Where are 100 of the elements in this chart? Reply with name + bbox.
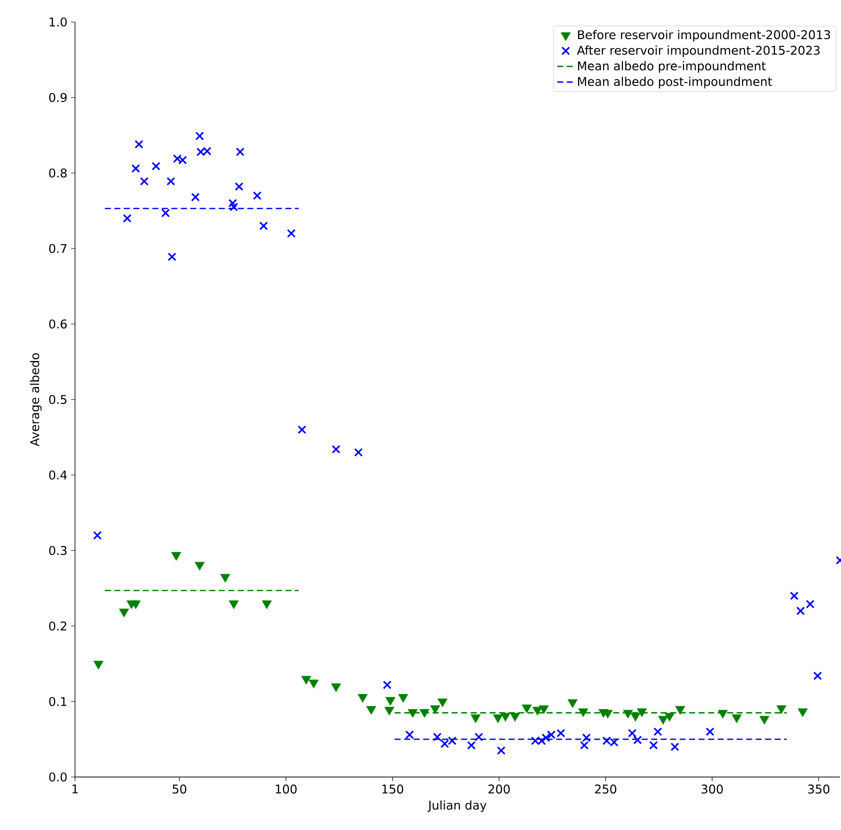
point <box>493 714 503 724</box>
point <box>496 746 506 755</box>
point <box>578 708 588 718</box>
y-tick-label: 0.6 <box>49 319 67 329</box>
point <box>398 694 408 703</box>
point <box>358 694 368 703</box>
point <box>649 740 658 750</box>
point <box>633 736 642 744</box>
point <box>161 208 170 218</box>
point <box>152 162 160 171</box>
point <box>582 733 591 742</box>
point <box>568 699 578 708</box>
point <box>718 710 728 719</box>
point <box>522 704 532 714</box>
point <box>195 132 204 140</box>
point <box>538 705 549 714</box>
x-tick-label: 250 <box>595 784 616 794</box>
y-tick-label: 0.4 <box>49 470 67 480</box>
point <box>510 712 520 722</box>
y-tick-label: 0.2 <box>49 621 66 631</box>
point <box>301 676 312 685</box>
point <box>790 591 799 600</box>
point <box>171 552 182 561</box>
point <box>259 222 268 230</box>
point <box>532 706 542 716</box>
point <box>229 202 238 212</box>
point <box>331 683 342 692</box>
point <box>168 252 176 262</box>
point <box>806 600 815 608</box>
point <box>228 600 239 610</box>
point <box>467 740 476 750</box>
y-axis-title: Average albedo <box>30 353 42 446</box>
point <box>262 600 272 610</box>
point <box>732 714 742 724</box>
point <box>470 714 481 724</box>
point <box>658 716 668 725</box>
point <box>706 727 714 736</box>
point <box>664 712 674 722</box>
point <box>636 708 647 718</box>
point <box>384 706 394 716</box>
legend-label: Mean albedo post-impoundment <box>578 76 772 88</box>
x-tick-label: 200 <box>488 784 510 794</box>
x-tick-label: 100 <box>276 784 297 794</box>
y-tick-label: 0.7 <box>49 244 66 254</box>
point <box>93 660 104 670</box>
point <box>776 705 786 714</box>
y-tick-label: 1.0 <box>50 17 67 27</box>
x-axis-title: Julian day <box>428 800 486 812</box>
legend-label: Mean albedo pre-impoundment <box>578 61 766 73</box>
point <box>332 444 340 454</box>
point <box>220 574 230 583</box>
point <box>119 608 129 618</box>
point <box>354 448 363 457</box>
point <box>796 606 805 616</box>
point <box>438 698 448 708</box>
point <box>131 164 140 173</box>
legend-label: After reservoir impoundment-2015-2023 <box>576 46 820 58</box>
x-tick-label: 350 <box>808 784 830 794</box>
x-tick-label: 150 <box>382 784 404 794</box>
y-tick-label: 0.9 <box>49 92 67 102</box>
point <box>366 706 376 715</box>
point <box>286 229 296 238</box>
point <box>194 562 205 571</box>
point <box>236 148 244 156</box>
point <box>628 728 637 738</box>
point <box>653 727 662 736</box>
point <box>308 680 319 688</box>
y-tick-label: 0.3 <box>49 546 67 556</box>
point <box>385 697 396 706</box>
point <box>122 214 132 223</box>
point <box>623 710 633 719</box>
point <box>93 531 102 540</box>
legend-label: Before reservoir impoundment-2000-2013 <box>578 30 830 42</box>
point <box>405 730 414 740</box>
point <box>408 709 418 718</box>
y-tick-label: 0.8 <box>49 168 67 178</box>
point <box>166 176 176 186</box>
point <box>670 742 680 752</box>
point <box>813 671 822 680</box>
point <box>298 425 306 434</box>
point <box>580 740 589 750</box>
point <box>500 712 510 722</box>
point <box>191 192 200 202</box>
y-tick-label: 0.5 <box>49 394 66 404</box>
x-tick-label: 1 <box>72 784 78 794</box>
y-tick-label: 0.1 <box>49 696 66 706</box>
point <box>382 680 392 690</box>
point <box>675 706 686 715</box>
x-tick-label: 300 <box>702 784 723 794</box>
point <box>430 705 440 714</box>
point <box>630 712 640 722</box>
y-tick-label: 0.0 <box>49 772 67 782</box>
point <box>474 732 484 742</box>
point <box>228 198 238 208</box>
point <box>432 732 442 742</box>
x-tick-label: 50 <box>172 784 186 794</box>
point <box>130 600 141 610</box>
point <box>759 716 770 725</box>
point <box>798 708 808 718</box>
point <box>252 191 262 200</box>
